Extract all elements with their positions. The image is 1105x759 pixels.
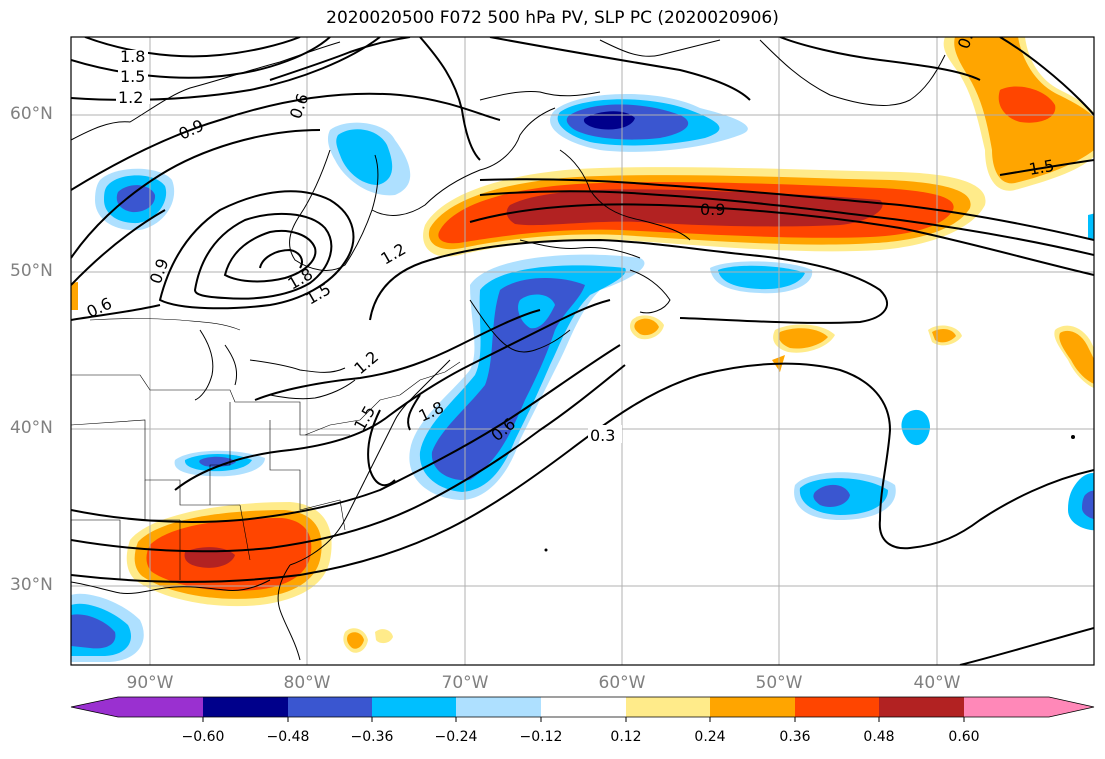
map-frame (70, 36, 1095, 666)
contour-label: 1.5 (120, 67, 145, 86)
coastlines (71, 39, 946, 661)
colorbar-swatch (288, 697, 372, 717)
map-plot-area: 1.8 1.5 1.2 0.9 0.6 1.8 1.5 0.9 0.6 1.2 … (71, 37, 1094, 665)
lon-label: 90°W (126, 673, 174, 693)
colorbar-tick-label: 0.24 (694, 729, 726, 745)
lon-label: 50°W (755, 673, 803, 693)
contour-label: 1.2 (118, 88, 143, 107)
colorbar-tick-label: −0.12 (519, 729, 563, 745)
colorbar-tick-label: 0.12 (610, 729, 642, 745)
graticule (71, 37, 1094, 665)
pv-negative-anomalies (71, 93, 1094, 662)
colorbar-swatch (541, 697, 626, 717)
colorbar-swatch (879, 697, 964, 717)
colorbar-swatch-under (71, 697, 118, 717)
map-title: 2020020500 F072 500 hPa PV, SLP PC (2020… (326, 8, 779, 28)
colorbar-tick-label: 0.36 (779, 729, 811, 745)
colorbar-tick-label: −0.48 (266, 729, 310, 745)
colorbar-swatch (626, 697, 710, 717)
colorbar-swatch (795, 697, 879, 717)
lon-label: 60°W (598, 673, 646, 693)
slp-contours (71, 37, 1094, 665)
colorbar-swatch-over (1049, 697, 1094, 717)
lat-label: 30°N (10, 575, 53, 595)
colorbar-tick-label: −0.60 (181, 729, 225, 745)
colorbar-swatch (964, 697, 1049, 717)
contour-label: 0.9 (700, 200, 725, 219)
lon-label: 40°W (913, 673, 961, 693)
contour-label: 0.3 (590, 426, 615, 445)
contour-label: 1.8 (120, 47, 145, 66)
colorbar-swatch (710, 697, 795, 717)
lon-label: 80°W (283, 673, 331, 693)
colorbar-tick-label: −0.24 (434, 729, 478, 745)
lat-label: 50°N (10, 261, 53, 281)
colorbar-tick-label: −0.36 (350, 729, 394, 745)
colorbar-tick-label: 0.48 (863, 729, 895, 745)
contour-label: 1.5 (1027, 156, 1055, 179)
political-borders (71, 318, 461, 580)
colorbar-swatch (372, 697, 456, 717)
lat-label: 40°N (10, 418, 53, 438)
colorbar-swatch (456, 697, 541, 717)
lat-label: 60°N (10, 104, 53, 124)
colorbar-swatch (118, 697, 203, 717)
lon-label: 70°W (441, 673, 489, 693)
colorbar-swatch (203, 697, 288, 717)
colorbar-tick-label: 0.60 (948, 729, 980, 745)
colorbar (70, 696, 1095, 722)
